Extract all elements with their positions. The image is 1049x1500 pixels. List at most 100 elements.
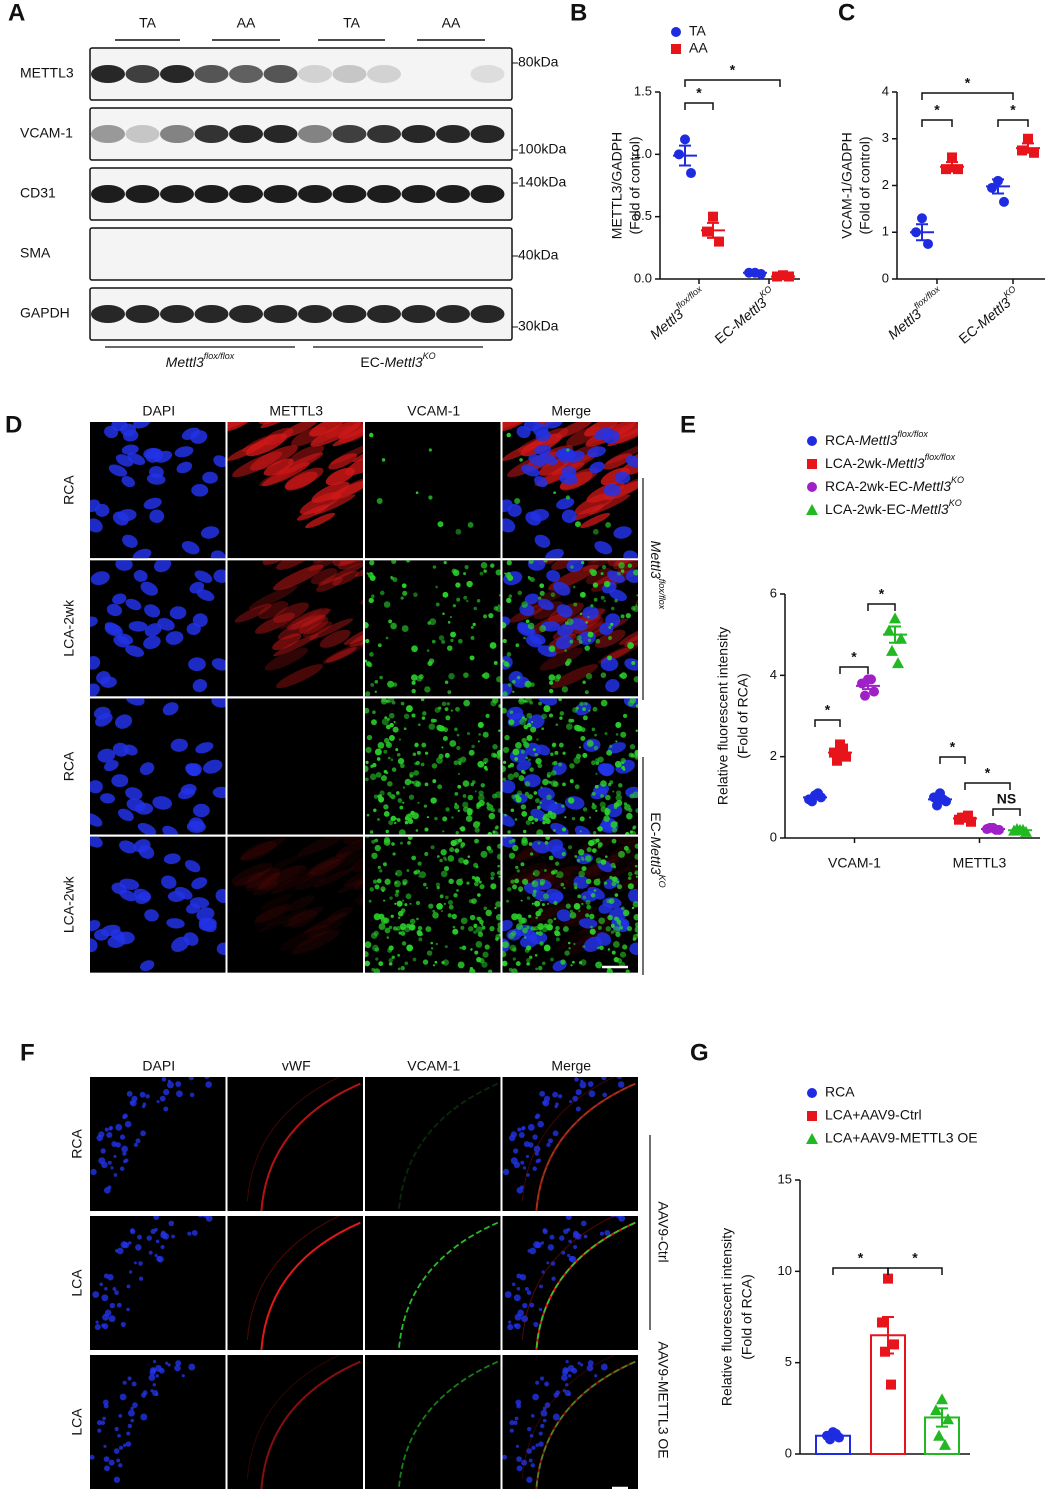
- signal: [584, 422, 620, 437]
- signal: [457, 772, 461, 775]
- nucleus: [625, 455, 638, 468]
- micrograph: [90, 698, 226, 835]
- signal: [470, 625, 474, 629]
- signal: [608, 898, 615, 904]
- signal: [411, 688, 416, 694]
- nucleus: [148, 1250, 153, 1255]
- signal: [554, 750, 559, 755]
- blot-strip: [89, 227, 513, 281]
- signal: [315, 851, 363, 876]
- signal: [395, 869, 403, 877]
- micrograph: [502, 698, 638, 835]
- signal: [381, 458, 386, 462]
- signal: [397, 967, 401, 971]
- blot-band: [367, 125, 401, 143]
- signal: [634, 843, 638, 849]
- row-label: RCA: [61, 475, 77, 505]
- signal: [523, 936, 527, 939]
- point: [680, 134, 690, 145]
- signal: [565, 903, 571, 909]
- nucleus: [149, 1369, 156, 1376]
- signal: [606, 749, 613, 756]
- nucleus: [124, 1120, 132, 1128]
- signal: [456, 733, 460, 737]
- nucleus: [185, 763, 201, 777]
- signal: [620, 450, 638, 476]
- x-tick-label: EC-Mettl3KO: [710, 284, 779, 346]
- blot-band: [470, 125, 505, 143]
- signal: [615, 740, 618, 743]
- signal: [388, 756, 391, 760]
- signal: [506, 597, 512, 604]
- blot-row-label: SMA: [20, 245, 51, 261]
- y-tick-label: 0: [770, 829, 777, 844]
- legend-marker: [807, 436, 817, 446]
- signal: [561, 686, 569, 693]
- nucleus: [162, 825, 179, 835]
- signal: [328, 453, 358, 470]
- signal: [497, 926, 501, 933]
- nucleus: [106, 1131, 113, 1138]
- nucleus: [155, 1364, 162, 1372]
- nucleus: [121, 476, 136, 488]
- nucleus: [579, 1363, 584, 1367]
- nucleus: [165, 631, 184, 645]
- signal: [625, 969, 630, 973]
- signal: [600, 794, 604, 798]
- signal: [407, 818, 414, 824]
- signal: [398, 931, 402, 935]
- nucleus: [102, 1416, 107, 1421]
- signal: [435, 585, 438, 589]
- legend-marker: [806, 504, 818, 515]
- y-tick-label: 0.0: [634, 270, 652, 285]
- signal: [398, 829, 406, 835]
- signal: [506, 899, 510, 903]
- signal: [454, 802, 458, 806]
- signal: [404, 778, 412, 786]
- blot-band: [125, 125, 160, 143]
- signal: [580, 512, 611, 529]
- signal: [508, 839, 513, 844]
- nucleus: [121, 1145, 128, 1153]
- nucleus: [546, 1142, 551, 1148]
- signal: [539, 647, 584, 671]
- signal: [476, 916, 481, 921]
- signal: [502, 765, 507, 773]
- column-title: VCAM-1: [407, 403, 460, 419]
- signal: [512, 690, 515, 693]
- signal: [615, 794, 623, 801]
- blot-band: [367, 305, 401, 323]
- genotype-label-gene: Mettl3: [384, 354, 422, 370]
- signal: [525, 619, 530, 624]
- signal: [516, 869, 520, 873]
- nucleus: [106, 603, 123, 617]
- row-label: RCA: [61, 751, 77, 781]
- signal: [520, 804, 527, 810]
- nucleus: [95, 1320, 99, 1324]
- blot-row-label: VCAM-1: [20, 125, 73, 141]
- nucleus: [152, 1383, 157, 1387]
- nucleus: [200, 526, 220, 539]
- signal: [512, 957, 516, 961]
- signal: [486, 802, 490, 806]
- signal: [390, 815, 397, 822]
- signal: [605, 522, 611, 528]
- signal: [653, 453, 685, 472]
- signal: [592, 706, 598, 712]
- signal: [491, 793, 497, 799]
- signal: [430, 797, 437, 804]
- nucleus: [605, 679, 620, 693]
- signal: [559, 716, 563, 720]
- nucleus: [587, 1360, 594, 1367]
- blot-band: [194, 125, 229, 143]
- nucleus: [118, 1445, 123, 1450]
- signal: [454, 727, 458, 732]
- signal: [385, 741, 391, 747]
- blot-band: [401, 125, 436, 143]
- signal: [611, 881, 617, 887]
- nucleus: [567, 1364, 575, 1372]
- blot-band: [229, 125, 263, 143]
- blot-band: [263, 305, 298, 323]
- nucleus: [134, 802, 154, 815]
- signal: [475, 926, 483, 934]
